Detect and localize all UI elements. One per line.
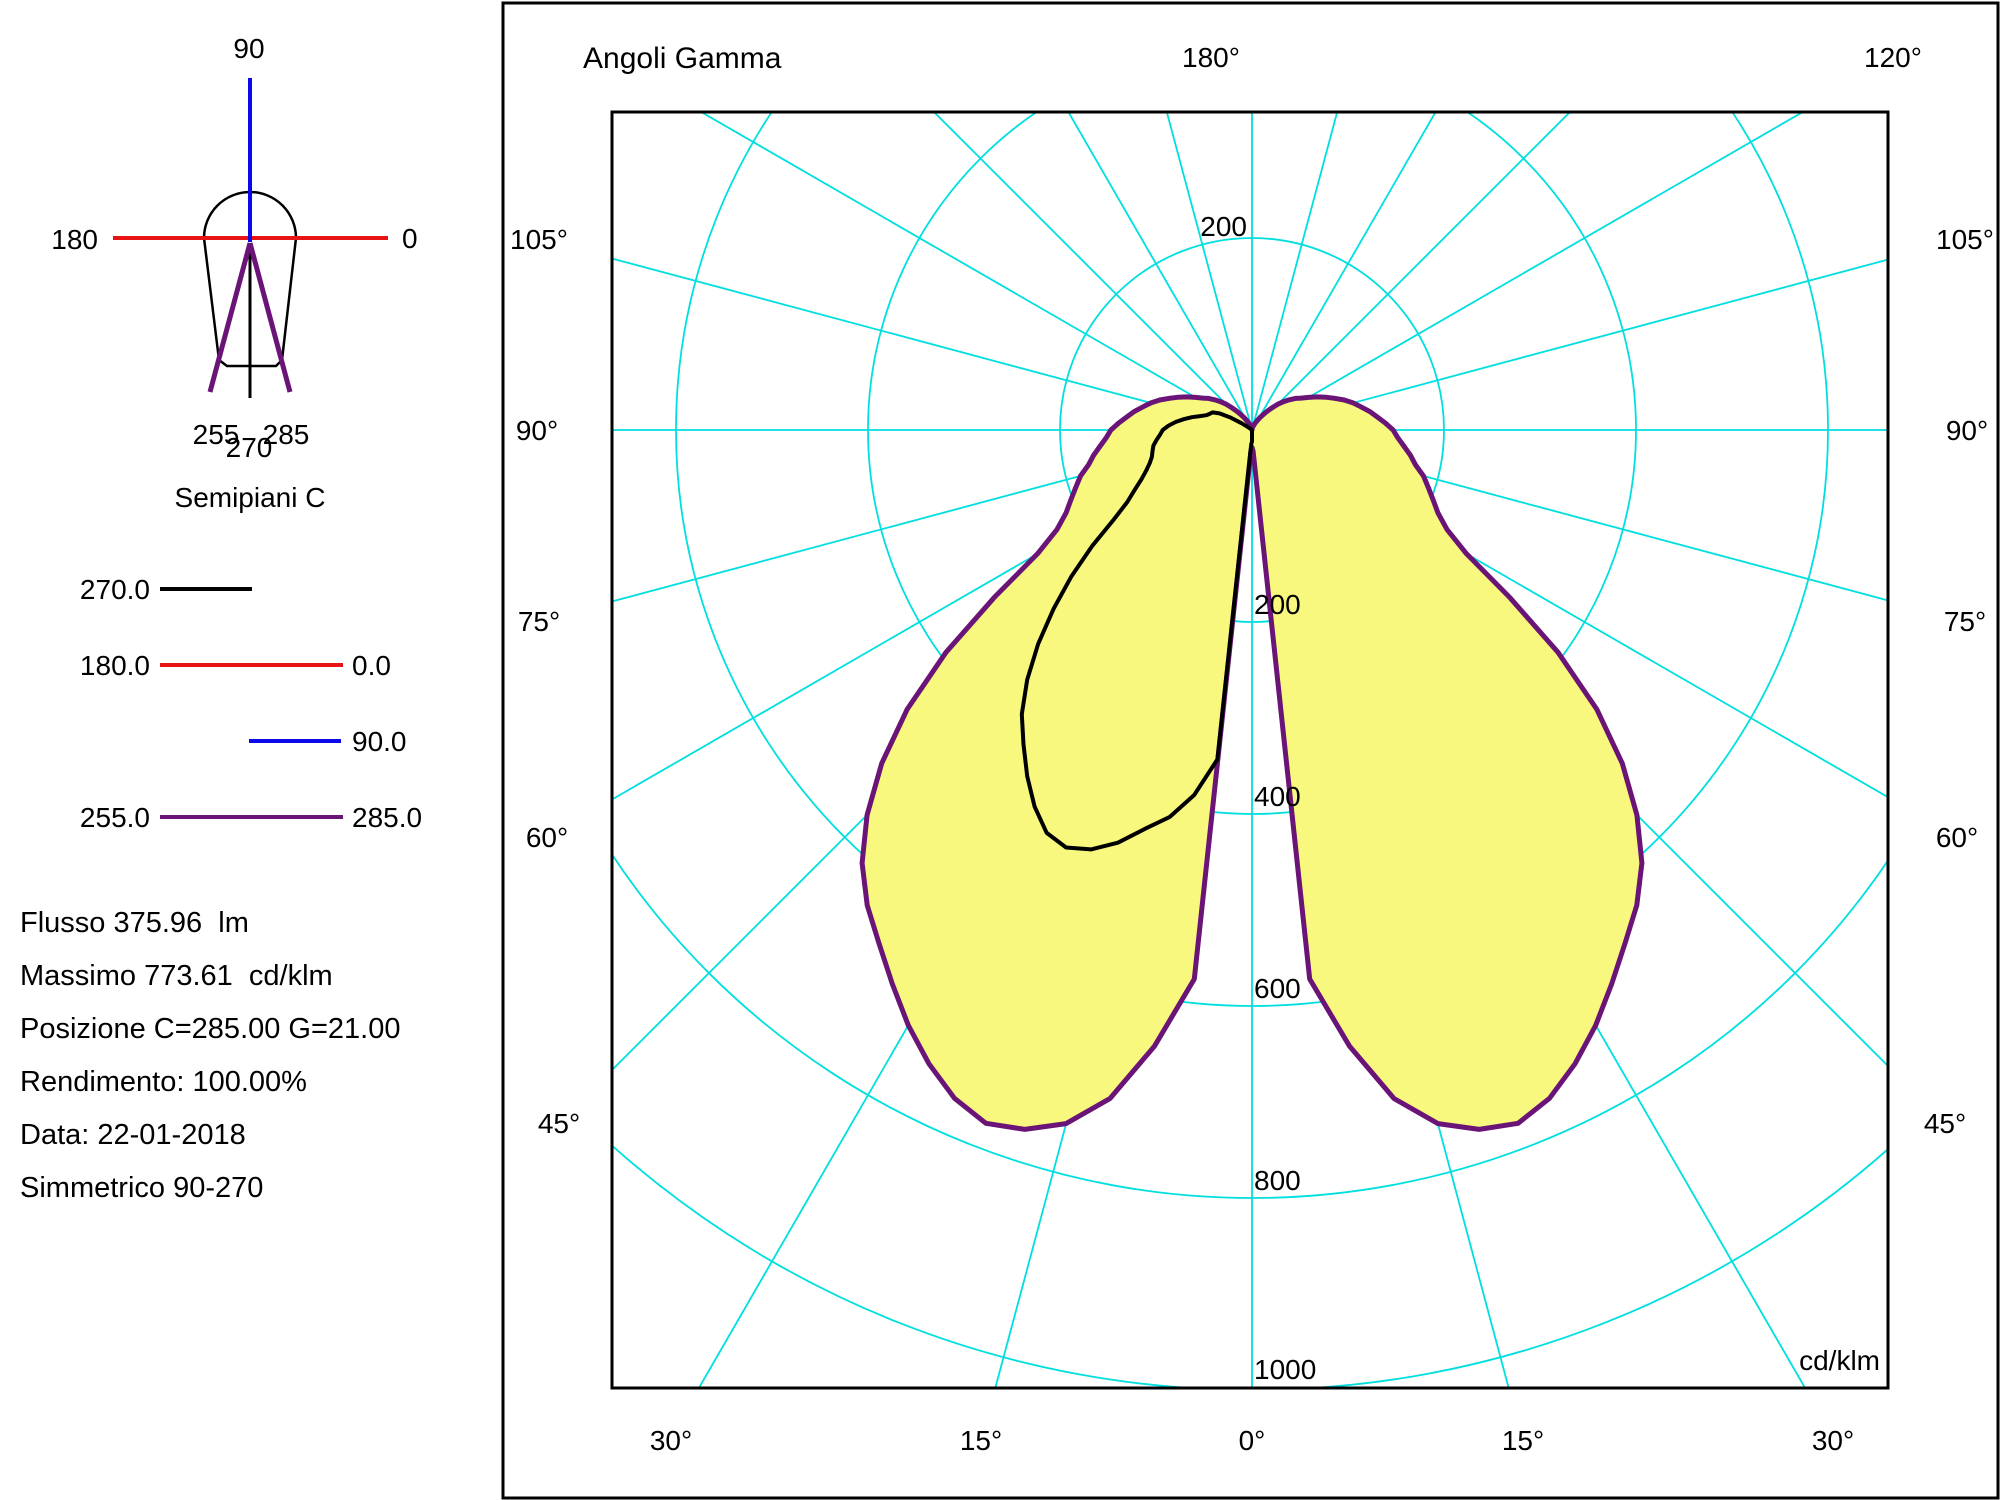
- gamma-label-right: 105°: [1936, 224, 1994, 255]
- legend-left-label: 255.0: [80, 802, 150, 833]
- scale-label: 800: [1254, 1165, 1301, 1196]
- info-line: Rendimento: 100.00%: [20, 1066, 307, 1098]
- legend-right-label: 0.0: [352, 650, 391, 681]
- info-line: Flusso 375.96 lm: [20, 907, 249, 939]
- luminaire-axes-icon: 90 180 0 255 270 285: [51, 33, 417, 463]
- legend-right-label: 90.0: [352, 726, 407, 757]
- scale-label: 600: [1254, 973, 1301, 1004]
- axis-label-285: 285: [263, 419, 310, 450]
- grid-ray: [1165, 112, 1253, 431]
- axis-label-270: 270: [226, 432, 273, 463]
- info-line: Massimo 773.61 cd/klm: [20, 960, 333, 992]
- gamma-label-bottom: 30°: [650, 1425, 692, 1456]
- axis-label-255: 255: [193, 419, 240, 450]
- gamma-label-top: 120°: [1864, 42, 1922, 73]
- legend-right-label: 285.0: [352, 802, 422, 833]
- gamma-label-left: 45°: [538, 1108, 580, 1139]
- grid-ray: [1251, 112, 1437, 431]
- gamma-label-bottom: 15°: [1502, 1425, 1544, 1456]
- grid-ray: [699, 112, 1253, 431]
- photometry-info-block: Flusso 375.96 lm Massimo 773.61 cd/klm Pos…: [20, 905, 401, 1223]
- gamma-label-bottom: 30°: [1812, 1425, 1854, 1456]
- axis-label-90: 90: [233, 33, 264, 64]
- grid-ray: [932, 112, 1253, 431]
- c255-axis-line: [207, 242, 253, 393]
- grid-ray: [1251, 112, 1339, 431]
- gamma-label-bottom: 0°: [1239, 1425, 1266, 1456]
- info-line: Data: 22-01-2018: [20, 1119, 246, 1151]
- scale-label: 200: [1200, 211, 1247, 242]
- unit-label: cd/klm: [1799, 1345, 1880, 1376]
- gamma-label-right: 45°: [1924, 1108, 1966, 1139]
- semipiani-title: Semipiani C: [175, 482, 326, 513]
- legend-left-label: 270.0: [80, 574, 150, 605]
- gamma-label-right: 75°: [1944, 606, 1986, 637]
- info-line: Simmetrico 90-270: [20, 1172, 264, 1204]
- c285-axis-line: [247, 242, 293, 393]
- grid-ray: [1251, 429, 1888, 602]
- curve-C270: [1019, 410, 1254, 852]
- grid-ray: [612, 429, 1253, 603]
- gamma-label-bottom: 15°: [960, 1425, 1002, 1456]
- plot-box-border: [610, 110, 1890, 1390]
- grid-ray: [1251, 112, 1572, 431]
- gamma-label-left: 75°: [518, 606, 560, 637]
- plot-labels: 105° 90° 75° 60° 45° 105° 90° 75° 60° 45° 30° 15° 0°…: [510, 42, 1994, 1456]
- scale-label: 1000: [1254, 1354, 1316, 1385]
- legend-left-label: 180.0: [80, 650, 150, 681]
- grid-ray: [612, 257, 1253, 431]
- gamma-label-left: 60°: [526, 822, 568, 853]
- gamma-label-left: 90°: [516, 415, 558, 446]
- axis-label-180: 180: [51, 224, 98, 255]
- plot-panel-border: [501, 1, 2000, 1500]
- c-plane-legend: 270.0 180.0 0.0 90.0 255.0 285.0: [80, 574, 422, 833]
- grid-ray: [1067, 112, 1253, 431]
- scale-label: 200: [1254, 589, 1301, 620]
- plot-title: Angoli Gamma: [583, 42, 782, 75]
- axis-label-0: 0: [402, 223, 418, 254]
- grid-ray: [1251, 112, 1805, 431]
- intensity-curves: [859, 394, 1645, 1132]
- gamma-label-top: 180°: [1182, 42, 1240, 73]
- gamma-label-right: 90°: [1946, 415, 1988, 446]
- grid-ray: [1251, 258, 1888, 431]
- info-line: Posizione C=285.00 G=21.00: [20, 1013, 401, 1045]
- gamma-label-left: 105°: [510, 224, 568, 255]
- gamma-label-right: 60°: [1936, 822, 1978, 853]
- grid-ring: [612, 852, 1888, 1199]
- scale-label: 400: [1254, 781, 1301, 812]
